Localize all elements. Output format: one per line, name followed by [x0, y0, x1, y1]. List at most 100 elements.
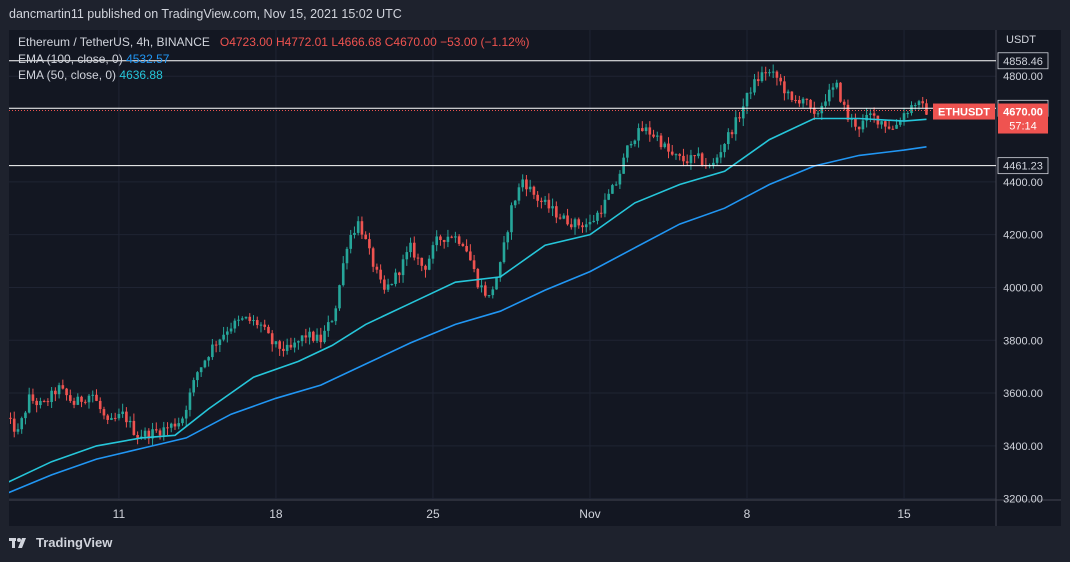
candle-body[interactable]: [188, 392, 192, 410]
candle-body[interactable]: [113, 417, 117, 419]
legend-ema100-row[interactable]: EMA (100, close, 0) 4532.57: [18, 51, 530, 68]
candle-body[interactable]: [461, 243, 465, 246]
candle-body[interactable]: [738, 117, 741, 119]
candle-body[interactable]: [798, 100, 801, 104]
candle-body[interactable]: [633, 140, 637, 145]
candle-body[interactable]: [136, 434, 139, 438]
ema50-line[interactable]: [9, 117, 927, 483]
candle-body[interactable]: [121, 411, 124, 414]
candle-body[interactable]: [745, 92, 749, 107]
candle-body[interactable]: [65, 388, 68, 396]
candle-body[interactable]: [517, 187, 521, 201]
candle-body[interactable]: [16, 429, 20, 432]
candle-body[interactable]: [375, 266, 379, 270]
candle-body[interactable]: [760, 72, 764, 82]
candle-body[interactable]: [768, 72, 771, 74]
candle-body[interactable]: [749, 92, 753, 94]
candle-body[interactable]: [491, 289, 495, 296]
candle-body[interactable]: [558, 217, 562, 219]
candle-body[interactable]: [543, 199, 547, 202]
candle-body[interactable]: [599, 212, 603, 214]
candle-body[interactable]: [670, 151, 674, 155]
candle-body[interactable]: [151, 429, 154, 439]
candle-body[interactable]: [596, 212, 599, 221]
candle-body[interactable]: [214, 344, 218, 346]
candle-body[interactable]: [267, 326, 270, 334]
candle-body[interactable]: [611, 185, 614, 194]
currency-label[interactable]: USDT: [1006, 34, 1036, 46]
candle-body[interactable]: [364, 234, 367, 240]
candle-body[interactable]: [69, 395, 72, 401]
candle-body[interactable]: [637, 128, 640, 141]
candle-body[interactable]: [857, 126, 861, 130]
candle-body[interactable]: [872, 113, 876, 116]
candle-body[interactable]: [891, 128, 895, 130]
candle-body[interactable]: [207, 357, 210, 361]
candle-body[interactable]: [794, 99, 797, 101]
candle-body[interactable]: [278, 341, 281, 349]
candle-body[interactable]: [20, 418, 24, 430]
candle-body[interactable]: [603, 199, 607, 214]
candle-body[interactable]: [285, 344, 289, 351]
candle-body[interactable]: [697, 153, 700, 157]
candle-body[interactable]: [532, 186, 536, 195]
candle-body[interactable]: [61, 385, 65, 389]
candle-body[interactable]: [300, 335, 304, 342]
candle-body[interactable]: [293, 342, 296, 348]
candle-body[interactable]: [46, 401, 50, 403]
candle-body[interactable]: [386, 284, 390, 290]
candle-body[interactable]: [424, 265, 427, 270]
candle-body[interactable]: [31, 394, 35, 401]
candle-body[interactable]: [192, 380, 195, 393]
candle-body[interactable]: [199, 367, 203, 373]
candle-body[interactable]: [741, 106, 745, 119]
candle-body[interactable]: [87, 395, 91, 403]
candle-body[interactable]: [282, 348, 285, 351]
candle-body[interactable]: [110, 417, 113, 420]
candle-body[interactable]: [323, 330, 326, 343]
candle-body[interactable]: [166, 427, 169, 429]
candle-body[interactable]: [379, 269, 382, 280]
candle-body[interactable]: [222, 334, 225, 340]
candle-body[interactable]: [727, 132, 730, 145]
candle-body[interactable]: [569, 224, 573, 228]
candle-body[interactable]: [450, 236, 453, 238]
candle-body[interactable]: [607, 193, 610, 200]
candle-body[interactable]: [626, 145, 629, 158]
candle-body[interactable]: [57, 385, 61, 395]
candle-body[interactable]: [854, 118, 857, 127]
candle-body[interactable]: [405, 252, 409, 260]
candle-body[interactable]: [117, 413, 121, 419]
candle-body[interactable]: [184, 409, 188, 419]
candle-body[interactable]: [816, 113, 820, 115]
candle-body[interactable]: [334, 308, 338, 322]
candle-body[interactable]: [177, 423, 181, 427]
candle-body[interactable]: [203, 360, 207, 368]
candle-body[interactable]: [76, 396, 80, 405]
candle-body[interactable]: [154, 429, 158, 431]
candle-body[interactable]: [753, 79, 756, 93]
candle-body[interactable]: [162, 427, 166, 436]
chart-area[interactable]: 4858.464678.494461.233200.003400.003600.…: [9, 30, 1061, 526]
candle-body[interactable]: [401, 259, 405, 276]
candle-body[interactable]: [83, 401, 87, 403]
candle-body[interactable]: [95, 394, 98, 401]
candle-body[interactable]: [592, 220, 596, 222]
candle-body[interactable]: [338, 285, 341, 309]
candle-body[interactable]: [368, 239, 371, 249]
candle-body[interactable]: [353, 232, 356, 236]
candle-body[interactable]: [371, 248, 375, 267]
candle-body[interactable]: [831, 87, 835, 90]
candle-body[interactable]: [869, 113, 872, 115]
candle-body[interactable]: [730, 132, 734, 135]
candle-body[interactable]: [442, 240, 446, 242]
candle-body[interactable]: [229, 328, 233, 332]
candle-body[interactable]: [506, 232, 510, 243]
candle-body[interactable]: [528, 186, 532, 190]
candle-body[interactable]: [884, 121, 887, 127]
candle-body[interactable]: [54, 390, 57, 395]
candle-body[interactable]: [652, 134, 655, 137]
candle-body[interactable]: [827, 89, 831, 102]
candle-body[interactable]: [887, 126, 891, 129]
candle-body[interactable]: [861, 120, 865, 130]
